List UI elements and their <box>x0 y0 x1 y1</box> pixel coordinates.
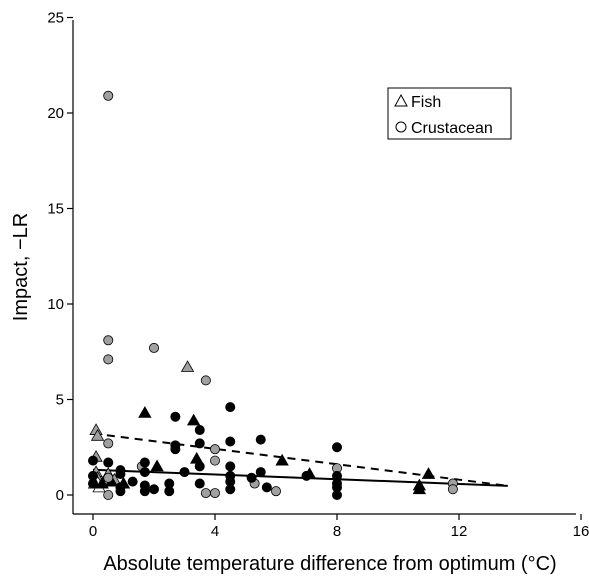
triangle-icon <box>394 93 408 107</box>
data-point-circle <box>255 434 266 445</box>
x-tick-label: 16 <box>573 523 589 540</box>
data-point-circle <box>225 484 236 495</box>
data-point-circle <box>270 486 281 497</box>
data-point-triangle <box>186 413 201 426</box>
data-point-circle <box>103 438 114 449</box>
data-point-circle <box>194 438 205 449</box>
y-tick-label: 20 <box>47 105 64 122</box>
data-point-circle <box>164 486 175 497</box>
data-point-circle <box>200 375 211 386</box>
circle-icon <box>395 121 407 133</box>
x-tick-label: 4 <box>211 523 219 540</box>
data-point-triangle <box>412 482 427 495</box>
data-point-circle <box>447 484 458 495</box>
data-point-circle <box>200 488 211 499</box>
data-point-circle <box>331 489 342 500</box>
fit-lines <box>92 432 508 487</box>
data-point-circle <box>115 468 126 479</box>
data-point-circle <box>139 486 150 497</box>
data-point-circle <box>179 467 190 478</box>
data-point-circle <box>103 354 114 365</box>
x-axis-title: Absolute temperature difference from opt… <box>103 553 556 575</box>
data-point-circle <box>209 455 220 466</box>
x-tick-label: 0 <box>89 523 97 540</box>
data-point-circle <box>103 90 114 101</box>
y-axis-title: Impact, −LR <box>10 213 32 321</box>
data-point-circle <box>246 472 257 483</box>
data-point-circle <box>115 486 126 497</box>
x-tick-label: 12 <box>451 523 468 540</box>
data-point-circle <box>170 411 181 422</box>
data-point-circle <box>103 489 114 500</box>
data-point-circle <box>301 470 312 481</box>
data-point-circle <box>209 444 220 455</box>
data-point-triangle <box>95 476 109 489</box>
data-point-circle <box>139 457 150 468</box>
data-points <box>87 90 458 500</box>
data-point-circle <box>225 402 236 413</box>
data-point-triangle <box>138 406 152 418</box>
data-point-circle <box>255 467 266 478</box>
x-tick-label: 8 <box>333 523 341 540</box>
y-tick-label: 10 <box>47 296 64 313</box>
data-point-circle <box>225 461 236 472</box>
legend: Fish Crustacean <box>387 87 512 140</box>
y-tick-label: 15 <box>47 201 64 218</box>
data-point-triangle <box>275 453 289 466</box>
data-point-circle <box>127 476 138 487</box>
data-point-circle <box>261 482 272 493</box>
data-point-circle <box>194 425 205 436</box>
data-point-triangle <box>421 467 436 479</box>
axes <box>72 20 576 515</box>
fit-line-solid <box>92 468 508 487</box>
data-point-triangle <box>180 360 195 372</box>
y-tick-label: 0 <box>56 487 64 504</box>
data-point-circle <box>331 442 342 453</box>
data-point-circle <box>209 488 220 499</box>
data-point-circle <box>139 467 150 478</box>
data-point-triangle <box>90 428 105 441</box>
data-point-circle <box>194 478 205 489</box>
y-tick-label: 5 <box>56 392 64 409</box>
data-point-circle <box>88 455 99 466</box>
data-point-circle <box>103 457 114 468</box>
legend-label-crustacean: Crustacean <box>411 120 493 137</box>
data-point-circle <box>148 342 159 353</box>
data-point-circle <box>103 335 114 346</box>
legend-label-fish: Fish <box>411 94 441 111</box>
y-tick-label: 25 <box>47 10 64 27</box>
ticks: 0 5 10 15 20 25 0 4 8 12 16 <box>47 10 589 541</box>
data-point-circle <box>194 461 205 472</box>
data-point-circle <box>170 444 181 455</box>
legend-box <box>387 87 512 140</box>
data-point-circle <box>225 436 236 447</box>
data-point-triangle <box>150 459 164 472</box>
data-point-circle <box>103 472 114 483</box>
data-point-circle <box>148 484 159 495</box>
data-point-circle <box>88 478 99 489</box>
